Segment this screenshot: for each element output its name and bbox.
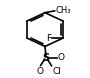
Text: S: S	[42, 53, 49, 63]
Text: Cl: Cl	[52, 67, 61, 76]
Text: O: O	[36, 67, 43, 76]
Text: CH₃: CH₃	[55, 6, 71, 15]
Text: F: F	[46, 34, 51, 43]
Text: O: O	[58, 53, 65, 62]
